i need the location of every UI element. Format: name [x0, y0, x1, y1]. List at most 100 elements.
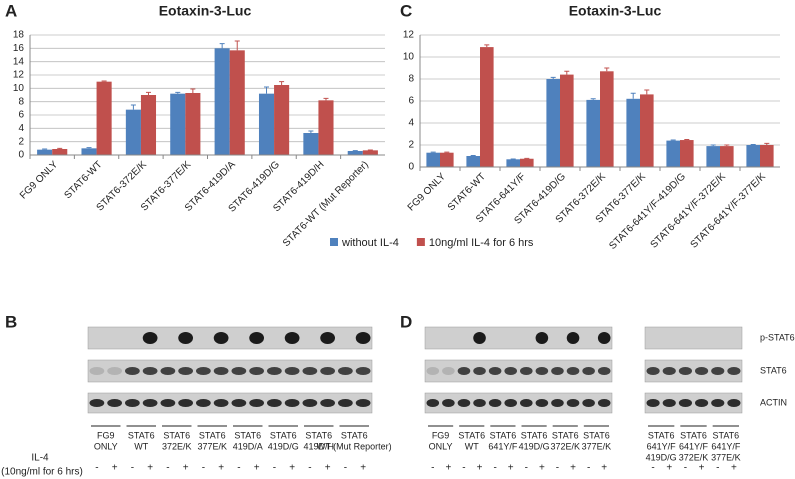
bar: [258, 93, 275, 155]
y-tick-label: 12: [403, 30, 415, 41]
treatment-sign: +: [360, 463, 366, 474]
legend-label: 10ng/ml IL-4 for 6 hrs: [429, 237, 534, 249]
treatment-sign: -: [431, 463, 434, 474]
blot-band: [457, 399, 471, 407]
y-tick-label: 0: [18, 150, 24, 161]
blot-band: [142, 399, 158, 407]
group-label: STAT6: [234, 430, 261, 440]
blot-band: [473, 399, 486, 407]
x-tick-label: STAT6-641Y/F-419D/G: [607, 171, 688, 252]
blot-band: [302, 399, 318, 407]
bar: [586, 99, 600, 167]
blot-band: [267, 399, 282, 407]
blot-band: [213, 367, 229, 375]
blot-band: [125, 399, 140, 407]
blot-band: [597, 399, 611, 407]
group-label: 419D/G: [519, 441, 550, 451]
blot-band: [267, 367, 282, 375]
group-label: 372E/K: [550, 441, 580, 451]
x-tick-label: FG9 ONLY: [406, 171, 448, 213]
group-label: 419D/A: [233, 441, 263, 451]
group-label: 377E/K: [711, 452, 741, 462]
blot-band: [338, 367, 353, 375]
x-tick-label: STAT6-WT (Mut Reporter): [281, 159, 371, 249]
treatment-label: (10ng/ml for 6 hrs): [1, 467, 83, 478]
blot-band: [488, 399, 502, 407]
group-label: 377E/K: [197, 441, 227, 451]
group-label: STAT6: [341, 430, 368, 440]
bar: [140, 95, 157, 155]
y-tick-label: 2: [18, 136, 24, 147]
bar: [214, 48, 230, 156]
treatment-sign: -: [131, 463, 134, 474]
bar: [52, 149, 68, 155]
error-bar: [219, 43, 225, 49]
treatment-sign: +: [477, 463, 483, 474]
error-bar: [264, 86, 270, 94]
treatment-sign: -: [651, 463, 654, 474]
blot-band: [535, 367, 549, 375]
treatment-sign: +: [731, 463, 737, 474]
error-bar: [550, 76, 556, 79]
error-bar: [430, 151, 436, 153]
error-bar: [470, 154, 476, 156]
treatment-sign: +: [112, 463, 118, 474]
blot-band: [249, 367, 264, 375]
blot-band: [597, 367, 611, 375]
panel-label: A: [5, 1, 17, 20]
blot-band: [597, 332, 611, 344]
bar: [720, 146, 734, 167]
bar: [760, 145, 774, 167]
error-bar: [670, 139, 676, 141]
bar: [125, 109, 141, 155]
group-label: WT: [465, 441, 479, 451]
blot-band: [727, 367, 741, 375]
bar: [318, 100, 334, 155]
blot-strip: [87, 392, 373, 414]
blot-band: [231, 399, 247, 407]
treatment-sign: +: [183, 463, 189, 474]
chart-title: Eotaxin-3-Luc: [569, 3, 662, 19]
blot-band: [196, 367, 211, 375]
error-bar: [101, 80, 107, 82]
blot-band: [320, 367, 335, 375]
blot-band: [520, 367, 533, 375]
x-tick-label: STAT6-641Y/F-377E/K: [689, 171, 769, 251]
blot-band: [646, 399, 660, 407]
bar: [170, 93, 186, 155]
error-bar: [764, 142, 770, 145]
blot-band: [473, 367, 486, 375]
blot-band: [284, 332, 300, 344]
legend-swatch: [416, 238, 425, 246]
blot-band: [302, 367, 318, 375]
blot-band: [488, 367, 502, 375]
treatment-sign: -: [237, 463, 240, 474]
blot-band: [231, 367, 247, 375]
blot-band: [249, 332, 264, 344]
blot-band: [355, 367, 371, 375]
blot-band: [284, 399, 300, 407]
bar: [560, 74, 574, 167]
treatment-sign: -: [308, 463, 311, 474]
blot-band: [426, 367, 440, 375]
treatment-sign: -: [716, 463, 719, 474]
y-tick-label: 14: [13, 56, 25, 67]
treatment-sign: -: [166, 463, 169, 474]
blot-band: [125, 367, 140, 375]
treatment-sign: +: [254, 463, 260, 474]
bar: [440, 152, 454, 167]
error-bar: [750, 143, 756, 145]
error-bar: [630, 92, 636, 99]
error-bar: [190, 88, 196, 93]
treatment-sign: +: [508, 463, 514, 474]
group-label: STAT6: [583, 430, 610, 440]
group-label: 419D/H: [303, 441, 334, 451]
group-label: STAT6: [128, 430, 155, 440]
blot-band: [582, 367, 595, 375]
bar: [362, 150, 378, 155]
blot-band: [355, 332, 371, 344]
bar: [229, 50, 245, 156]
blot-band: [107, 399, 122, 407]
blot-band: [551, 367, 564, 375]
